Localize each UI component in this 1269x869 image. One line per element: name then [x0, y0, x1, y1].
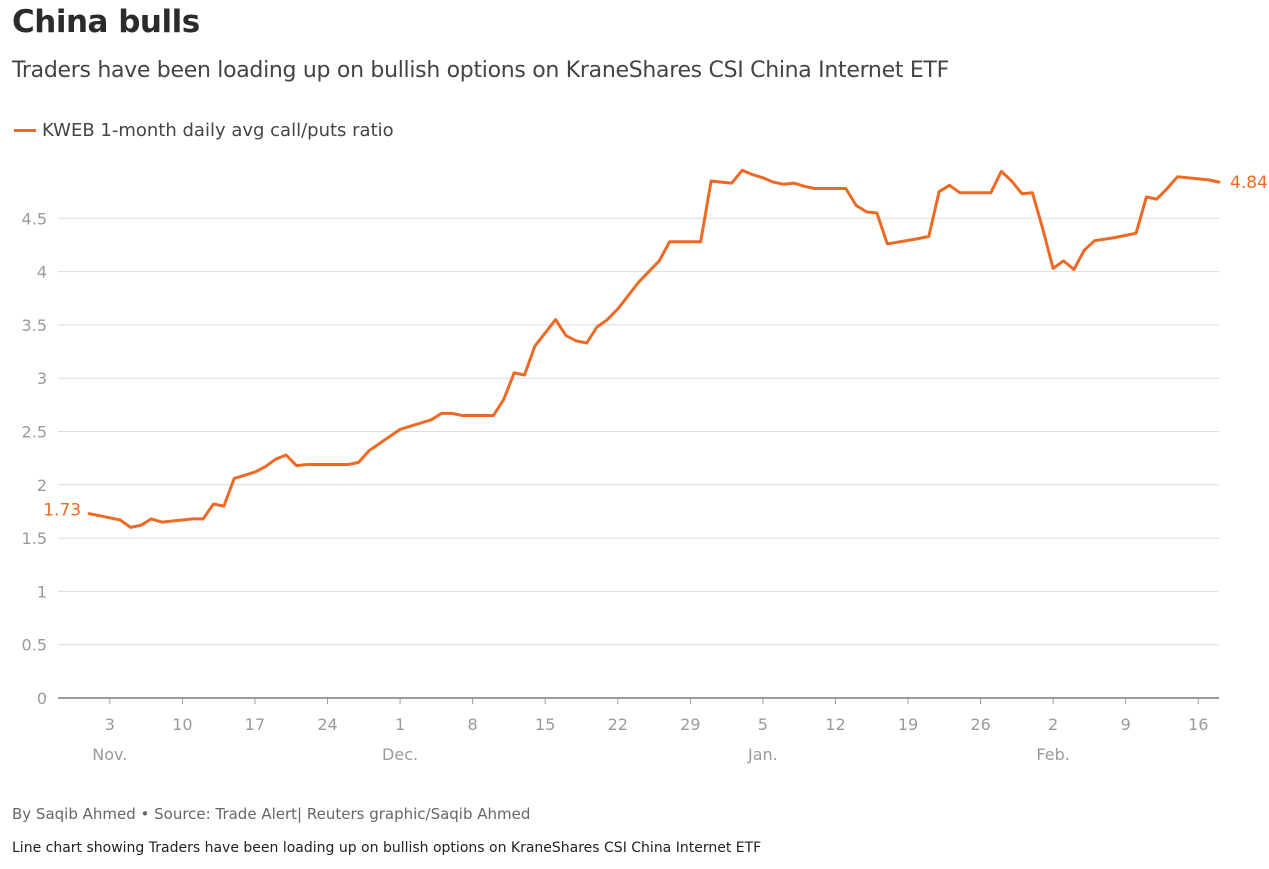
start-value-label: 1.73: [43, 501, 81, 521]
x-tick-label: 16: [1188, 715, 1208, 734]
x-month-label: Feb.: [1036, 745, 1069, 764]
x-tick-label: 15: [535, 715, 555, 734]
x-month-label: Nov.: [92, 745, 127, 764]
y-tick-label: 3.5: [22, 316, 47, 335]
x-tick-label: 8: [468, 715, 478, 734]
x-month-label: Dec.: [382, 745, 418, 764]
x-axis-tick-labels: 3 Nov. 10 17 24 1 Dec. 8 15 22 29 5 Jan. 12 19 26 2 Feb. 9…: [92, 698, 1208, 764]
x-tick-label: 26: [970, 715, 990, 734]
x-tick-label: 19: [898, 715, 918, 734]
x-tick-label: 24: [317, 715, 337, 734]
x-tick-label: 3: [105, 715, 115, 734]
x-tick-label: 1: [395, 715, 405, 734]
byline-source: By Saqib Ahmed • Source: Trade Alert| Re…: [12, 805, 531, 823]
end-value-label: 4.84: [1230, 173, 1268, 193]
x-tick-label: 2: [1048, 715, 1058, 734]
x-month-label: Jan.: [747, 745, 778, 764]
chart-description: Line chart showing Traders have been loa…: [12, 840, 762, 856]
x-tick-label: 29: [680, 715, 700, 734]
y-axis-tick-labels: 0 0.5 1 1.5 2 2.5 3 3.5 4 4.5: [22, 209, 47, 708]
y-tick-label: 0.5: [22, 636, 47, 655]
chart-subtitle: Traders have been loading up on bullish …: [12, 58, 949, 83]
x-tick-label: 22: [608, 715, 628, 734]
series-line-kweb: [87, 168, 1221, 529]
y-tick-label: 4.5: [22, 209, 47, 228]
legend-swatch: [14, 129, 36, 132]
y-tick-label: 1: [37, 582, 47, 601]
grid-lines: [58, 217, 1219, 646]
x-tick-label: 5: [758, 715, 768, 734]
y-tick-label: 3: [37, 369, 47, 388]
x-tick-label: 10: [172, 715, 192, 734]
y-tick-label: 1.5: [22, 529, 47, 548]
chart-legend: KWEB 1-month daily avg call/puts ratio: [14, 120, 394, 141]
x-tick-label: 12: [825, 715, 845, 734]
line-chart: 0 0.5 1 1.5 2 2.5 3 3.5 4 4.5 3 Nov. 10 17 24 1 Dec. 8 15…: [22, 168, 1268, 764]
chart-title: China bulls: [12, 4, 200, 40]
x-tick-label: 9: [1121, 715, 1131, 734]
y-tick-label: 2: [37, 476, 47, 495]
x-tick-label: 17: [245, 715, 265, 734]
legend-label: KWEB 1-month daily avg call/puts ratio: [42, 120, 394, 141]
y-tick-label: 2.5: [22, 423, 47, 442]
y-tick-label: 0: [37, 689, 47, 708]
y-tick-label: 4: [37, 263, 47, 282]
